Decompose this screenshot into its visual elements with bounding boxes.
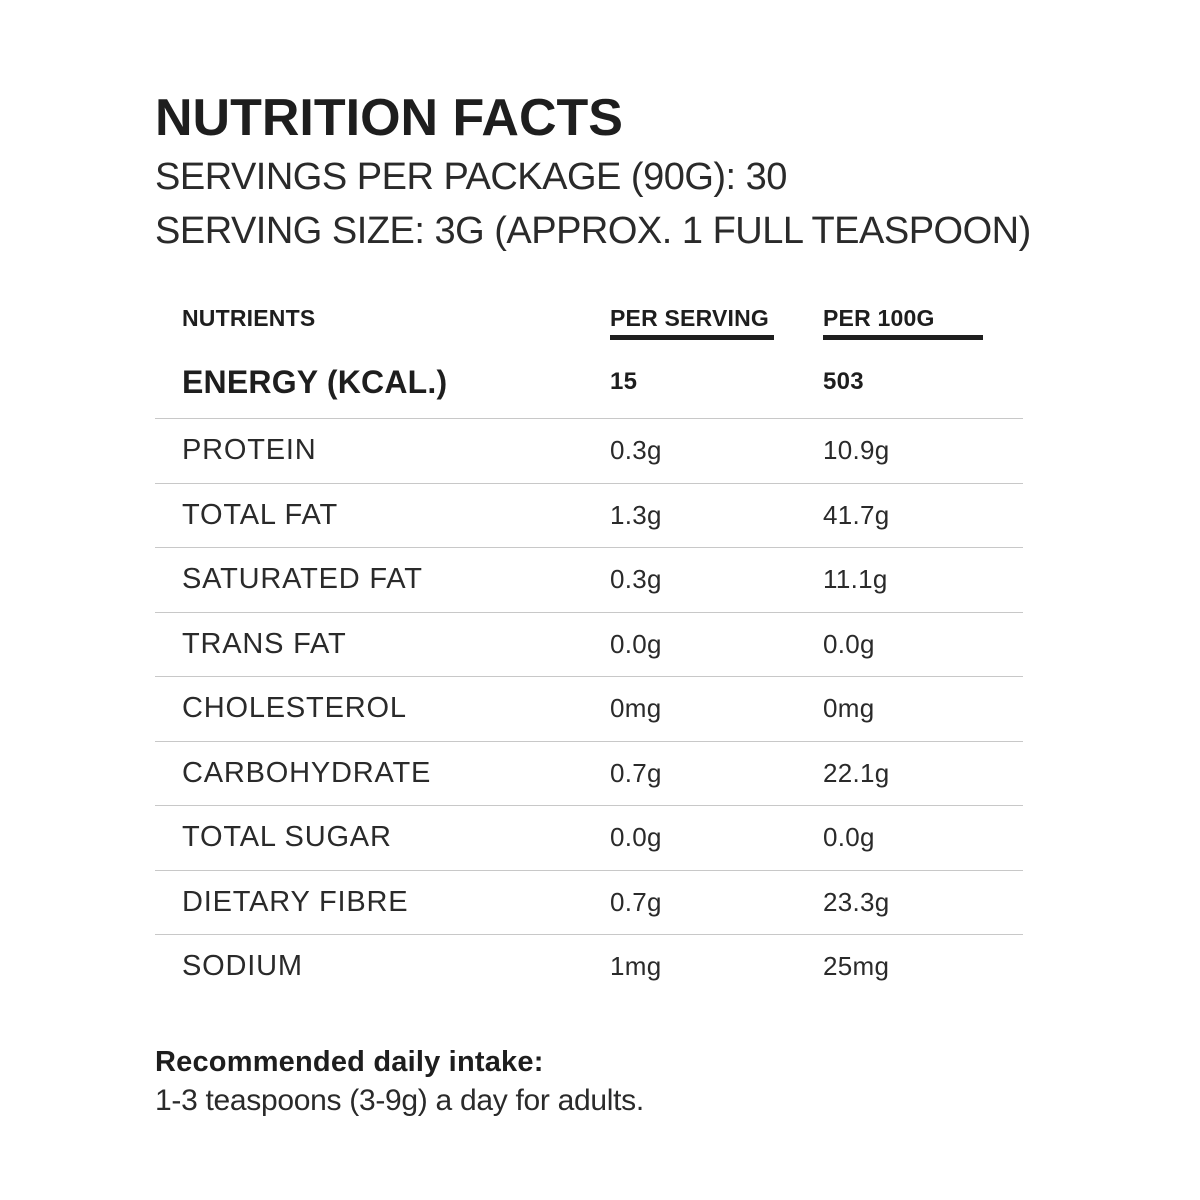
per-100g-value: 22.1g <box>823 757 890 788</box>
nutrient-name: CHOLESTEROL <box>182 692 407 725</box>
servings-per-package-line: SERVINGS PER PACKAGE (90G): 30 <box>155 156 787 198</box>
per-100g-value: 0.0g <box>823 628 875 659</box>
table-row-energy: ENERGY (KCAL.) 15 503 <box>155 340 1023 418</box>
table-row-carbohydrate: CARBOHYDRATE 0.7g 22.1g <box>155 740 1023 806</box>
per-serving-value: 0.3g <box>610 564 662 595</box>
per-100g-value: 10.9g <box>823 435 890 466</box>
table-row-sodium: SODIUM 1mg 25mg <box>155 934 1023 999</box>
per-100g-value: 503 <box>823 368 864 395</box>
table-header-row: NUTRIENTS PER SERVING PER 100G <box>155 306 1023 340</box>
table-row-dietary-fibre: DIETARY FIBRE 0.7g 23.3g <box>155 869 1023 935</box>
table-row-protein: PROTEIN 0.3g 10.9g <box>155 418 1023 483</box>
table-row-saturated-fat: SATURATED FAT 0.3g 11.1g <box>155 547 1023 612</box>
nutrient-name: DIETARY FIBRE <box>182 885 409 918</box>
nutrient-name: TOTAL SUGAR <box>182 821 392 854</box>
table-row-trans-fat: TRANS FAT 0.0g 0.0g <box>155 611 1023 677</box>
nutrient-name: CARBOHYDRATE <box>182 756 432 789</box>
per-serving-value: 1.3g <box>610 499 662 530</box>
column-header-per-100g: PER 100G <box>823 306 1023 340</box>
table-row-cholesterol: CHOLESTEROL 0mg 0mg <box>155 676 1023 741</box>
per-100g-value: 0mg <box>823 693 875 724</box>
per-serving-value: 0.3g <box>610 435 662 466</box>
recommended-intake-heading: Recommended daily intake: <box>155 1045 544 1078</box>
nutrition-table: NUTRIENTS PER SERVING PER 100G ENERGY (K… <box>155 306 1023 999</box>
recommended-intake-text: 1-3 teaspoons (3-9g) a day for adults. <box>155 1083 644 1117</box>
per-serving-value: 15 <box>610 368 638 395</box>
per-100g-value: 23.3g <box>823 886 890 917</box>
serving-size-line: SERVING SIZE: 3G (APPROX. 1 FULL TEASPOO… <box>155 210 1031 252</box>
nutrient-name: ENERGY (KCAL.) <box>182 363 448 400</box>
per-100g-value: 11.1g <box>823 564 888 595</box>
per-serving-value: 0.0g <box>610 822 662 853</box>
column-header-nutrients: NUTRIENTS <box>182 305 316 331</box>
table-row-total-sugar: TOTAL SUGAR 0.0g 0.0g <box>155 805 1023 870</box>
per-serving-underline <box>610 335 774 340</box>
per-serving-value: 0.7g <box>610 886 662 917</box>
nutrient-name: SODIUM <box>182 950 303 983</box>
per-100g-value: 0.0g <box>823 822 875 853</box>
per-100g-value: 41.7g <box>823 499 890 530</box>
per-serving-value: 0.0g <box>610 628 662 659</box>
table-row-total-fat: TOTAL FAT 1.3g 41.7g <box>155 482 1023 548</box>
per-100g-value: 25mg <box>823 951 890 982</box>
nutrient-name: TOTAL FAT <box>182 498 338 531</box>
recommended-intake-section: Recommended daily intake: 1-3 teaspoons … <box>155 1045 1200 1123</box>
nutrient-name: PROTEIN <box>182 434 317 467</box>
page-title: NUTRITION FACTS <box>155 89 623 147</box>
per-100g-underline <box>823 335 983 340</box>
per-serving-value: 0mg <box>610 693 662 724</box>
column-header-per-serving: PER SERVING <box>610 306 823 340</box>
per-serving-value: 1mg <box>610 951 662 982</box>
per-serving-value: 0.7g <box>610 757 662 788</box>
nutrient-name: TRANS FAT <box>182 627 347 660</box>
nutrient-name: SATURATED FAT <box>182 563 423 596</box>
label-header: NUTRITION FACTS SERVINGS PER PACKAGE (90… <box>0 0 1200 252</box>
